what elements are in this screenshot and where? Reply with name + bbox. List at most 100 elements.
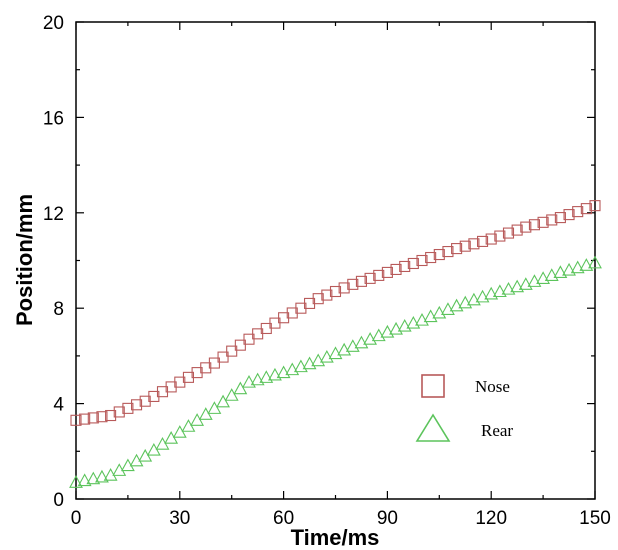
x-tick-label: 90: [377, 508, 398, 529]
rear-point: [250, 372, 265, 386]
rear-point: [345, 339, 360, 352]
rear-point: [518, 277, 533, 290]
nose-point: [572, 206, 584, 218]
rear-point: [449, 298, 464, 312]
rear-point: [233, 381, 248, 395]
rear-point: [86, 471, 101, 485]
nose-point: [208, 357, 220, 369]
rear-point: [293, 359, 308, 373]
rear-point: [268, 367, 282, 381]
nose-point: [528, 219, 541, 231]
rear-point: [112, 463, 127, 476]
rear-point: [77, 473, 92, 487]
nose-point: [494, 230, 506, 242]
rear-point: [553, 265, 568, 278]
rear-point: [285, 362, 300, 376]
y-tick-label: 20: [43, 13, 64, 34]
rear-point: [311, 353, 326, 367]
nose-point: [546, 214, 558, 226]
rear-point: [406, 315, 421, 329]
rear-point: [570, 260, 585, 274]
rear-point: [354, 335, 369, 349]
nose-point: [70, 414, 82, 426]
nose-point: [476, 235, 489, 247]
nose-point: [520, 221, 532, 233]
tick-labels: 0 30 60 90 120 150 0 4 8 12 16 20: [43, 13, 611, 529]
x-tick-label: 30: [169, 508, 190, 529]
nose-point: [131, 399, 143, 411]
legend-square-marker: [421, 374, 445, 398]
nose-point: [105, 409, 117, 422]
rear-point: [276, 365, 291, 379]
rear-point: [95, 469, 109, 483]
rear-point: [337, 342, 352, 356]
rear-point: [415, 312, 429, 326]
plot-area: [75, 21, 596, 500]
nose-point: [217, 351, 229, 363]
rear-point: [328, 346, 343, 360]
x-axis-title: Time/ms: [291, 525, 380, 550]
legend-triangle-marker: [415, 413, 451, 442]
nose-point: [87, 412, 99, 424]
nose-point: [511, 224, 523, 236]
nose-point: [312, 293, 324, 305]
axis-ticks: [75, 21, 596, 500]
nose-point: [113, 406, 125, 418]
y-tick-label: 16: [43, 108, 64, 129]
nose-point: [451, 243, 463, 255]
nose-point: [373, 269, 385, 281]
rear-point: [475, 289, 490, 303]
nose-point: [554, 212, 566, 224]
nose-point: [234, 339, 246, 351]
nose-point: [563, 209, 575, 221]
rear-point: [319, 349, 334, 363]
rear-point: [207, 401, 222, 414]
legend: Nose Rear: [415, 374, 513, 442]
rear-point: [458, 295, 473, 309]
rear-point: [510, 279, 525, 293]
rear-point: [466, 292, 481, 306]
nose-point: [329, 285, 342, 298]
rear-point: [527, 274, 542, 287]
legend-label-rear: Rear: [481, 421, 513, 440]
rear-point: [423, 309, 438, 323]
nose-point: [589, 200, 601, 212]
x-tick-label: 150: [579, 508, 611, 529]
x-tick-label: 60: [273, 508, 294, 529]
nose-point: [416, 254, 428, 267]
nose-point: [468, 238, 480, 250]
nose-point: [364, 272, 376, 284]
nose-point: [390, 263, 402, 275]
y-tick-label: 4: [53, 395, 64, 416]
rear-point: [363, 332, 378, 345]
rear-point: [432, 305, 447, 319]
rear-point: [389, 321, 403, 335]
rear-point: [441, 302, 455, 315]
y-axis-title: Position/mm: [12, 194, 37, 326]
nose-point: [442, 246, 454, 258]
rear-point: [501, 281, 516, 295]
nose-point: [381, 266, 393, 278]
series-nose: [70, 200, 601, 426]
x-tick-label: 120: [475, 508, 507, 529]
rear-point: [544, 268, 559, 281]
nose-point: [433, 248, 445, 261]
rear-point: [242, 374, 256, 388]
rear-point: [579, 258, 594, 271]
rear-point: [484, 286, 499, 300]
nose-point: [122, 402, 134, 414]
rear-point: [129, 453, 144, 467]
rear-point: [562, 262, 576, 276]
y-tick-label: 0: [53, 490, 64, 511]
data-series: [69, 200, 602, 488]
nose-point: [321, 289, 333, 301]
nose-point: [459, 240, 471, 252]
nose-point: [502, 227, 515, 239]
nose-point: [407, 257, 419, 270]
x-tick-label: 0: [71, 508, 82, 529]
nose-point: [399, 260, 411, 273]
nose-point: [425, 251, 437, 264]
rear-point: [120, 458, 135, 472]
rear-point: [371, 328, 386, 342]
